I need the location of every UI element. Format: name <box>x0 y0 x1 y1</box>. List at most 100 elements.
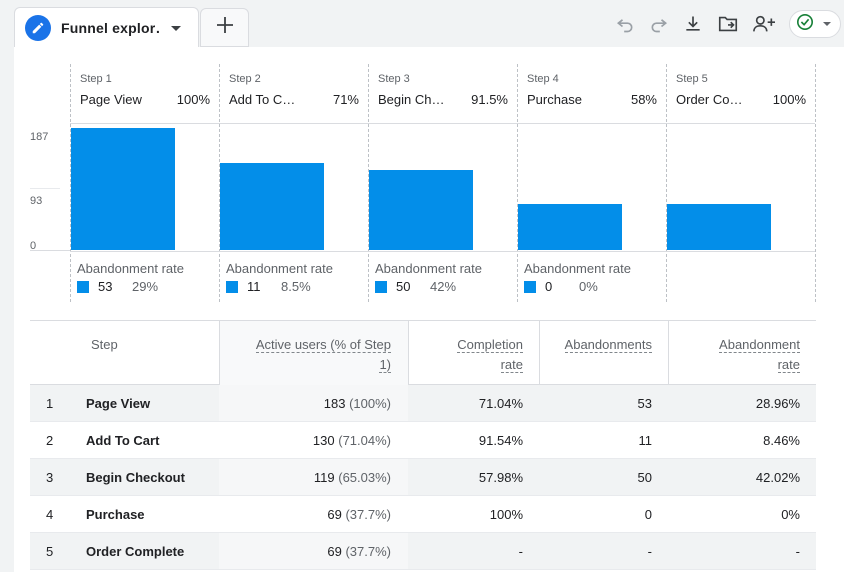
step-percent: 58% <box>630 92 657 107</box>
abandonment-rate: 0% <box>579 279 598 294</box>
abandonment-swatch <box>77 281 89 293</box>
active-users-cell <box>219 533 408 569</box>
abandonment-count: 11 <box>247 279 261 294</box>
download-icon[interactable] <box>681 12 705 36</box>
funnel-bar[interactable] <box>369 170 473 250</box>
abandonment-summary: Abandonment rate 50 42% <box>368 251 517 302</box>
row-step-name: Page View <box>86 396 151 411</box>
row-index: 4 <box>46 507 54 522</box>
step-header: Step 3 Begin Ch… 91.5% <box>368 64 517 124</box>
redo-icon[interactable] <box>647 12 671 36</box>
abandonment-count: 50 <box>396 279 411 294</box>
column-divider <box>517 64 518 302</box>
check-circle-icon <box>796 13 814 36</box>
active-users-cell <box>219 459 408 495</box>
step-number: Step 5 <box>676 73 708 85</box>
add-user-icon[interactable] <box>752 12 776 36</box>
exploration-tab[interactable]: Funnel explor… <box>14 7 199 48</box>
abandonment-swatch <box>375 281 387 293</box>
abandonments-value: 50 <box>637 470 652 485</box>
abandonment-count: 0 <box>545 279 553 294</box>
table-row[interactable]: 4 Purchase 69 (37.7%) 100% 0 0% <box>30 496 816 533</box>
y-tick-label: 187 <box>30 131 49 143</box>
edit-pencil-icon[interactable] <box>25 15 51 41</box>
step-name: Purchase <box>527 92 582 107</box>
table-row[interactable]: 2 Add To Cart 130 (71.04%) 91.54% 11 8.46% <box>30 422 816 459</box>
abandonment-rate: 29% <box>132 279 159 294</box>
row-index: 3 <box>46 470 54 485</box>
funnel-bar[interactable] <box>518 204 622 250</box>
abandonment-rate: 42% <box>430 279 457 294</box>
table-row[interactable]: 3 Begin Checkout 119 (65.03%) 57.98% 50 42.02… <box>30 459 816 496</box>
row-index: 1 <box>46 396 54 411</box>
table-row[interactable]: 5 Order Complete 69 (37.7%) - - - <box>30 533 816 570</box>
row-index: 2 <box>46 433 54 448</box>
active-users-value: 69 (37.7%) <box>327 544 391 559</box>
step-header: Step 1 Page View 100% <box>70 64 219 124</box>
abandonment-rate-value: 8.46% <box>763 433 800 448</box>
step-number: Step 2 <box>229 73 261 85</box>
header-completion-rate[interactable]: Completion rate <box>408 321 539 385</box>
step-name: Begin Ch… <box>378 92 445 107</box>
y-tick-label: 93 <box>30 195 43 207</box>
abandonment-label: Abandonment rate <box>77 261 184 276</box>
active-users-value: 69 (37.7%) <box>327 507 391 522</box>
tab-title: Funnel explor… <box>61 20 161 36</box>
completion-rate-value: 91.54% <box>478 433 523 448</box>
header-abandonments[interactable]: Abandonments <box>539 321 668 385</box>
status-menu-button[interactable] <box>789 10 841 38</box>
funnel-bar[interactable] <box>220 163 324 250</box>
step-name: Add To C… <box>229 92 296 107</box>
step-header: Step 4 Purchase 58% <box>517 64 666 124</box>
add-tab-button[interactable] <box>200 8 249 47</box>
column-divider <box>70 64 71 302</box>
plus-icon <box>216 16 234 39</box>
abandonment-summary: Abandonment rate 53 29% <box>70 251 219 302</box>
header-step[interactable]: Step <box>91 337 118 352</box>
abandonment-rate: 8.5% <box>281 279 311 294</box>
funnel-step-column[interactable]: Step 4 Purchase 58% Abandonment rate 0 0% <box>517 64 666 302</box>
completion-rate-value: 57.98% <box>478 470 523 485</box>
undo-icon[interactable] <box>613 12 637 36</box>
funnel-chart: 187 93 0 Step 1 Page View 100% Abandonment … <box>30 64 816 302</box>
abandonment-rate-value: 42.02% <box>755 470 800 485</box>
column-divider <box>368 64 369 302</box>
abandonment-rate-value: 28.96% <box>755 396 800 411</box>
abandonment-summary <box>666 251 815 302</box>
funnel-bar[interactable] <box>667 204 771 250</box>
abandonment-summary: Abandonment rate 0 0% <box>517 251 666 302</box>
table-header: Step Active users (% of Step 1) Completi… <box>30 320 816 385</box>
step-name: Page View <box>80 92 142 107</box>
abandonment-rate-value: 0% <box>781 507 800 522</box>
y-tick-label: 0 <box>30 240 37 252</box>
header-abandonment-rate[interactable]: Abandonment rate <box>668 321 816 385</box>
y-gridline <box>30 188 60 189</box>
row-step-name: Order Complete <box>86 544 185 559</box>
funnel-step-column[interactable]: Step 5 Order Co… 100% <box>666 64 815 302</box>
share-folder-icon[interactable] <box>716 12 740 36</box>
active-users-cell <box>219 422 408 458</box>
abandonment-rate-value: - <box>795 544 800 559</box>
header-active-users[interactable]: Active users (% of Step 1) <box>219 321 408 385</box>
row-step-name: Purchase <box>86 507 145 522</box>
step-name: Order Co… <box>676 92 743 107</box>
abandonment-summary: Abandonment rate 11 8.5% <box>219 251 368 302</box>
active-users-value: 183 (100%) <box>323 396 391 411</box>
y-baseline <box>30 250 70 251</box>
abandonment-label: Abandonment rate <box>524 261 631 276</box>
funnel-step-column[interactable]: Step 1 Page View 100% Abandonment rate 53 29% <box>70 64 219 302</box>
step-number: Step 3 <box>378 73 410 85</box>
tab-menu-caret-icon[interactable] <box>171 25 181 31</box>
step-number: Step 4 <box>527 73 559 85</box>
active-users-value: 119 (65.03%) <box>313 470 391 485</box>
table-row[interactable]: 1 Page View 183 (100%) 71.04% 53 28.96% <box>30 385 816 422</box>
abandonments-value: - <box>647 544 652 559</box>
step-percent: 71% <box>332 92 359 107</box>
completion-rate-value: 71.04% <box>478 396 523 411</box>
abandonment-swatch <box>524 281 536 293</box>
funnel-table: Step Active users (% of Step 1) Completi… <box>30 320 816 570</box>
funnel-step-column[interactable]: Step 3 Begin Ch… 91.5% Abandonment rate 50 42… <box>368 64 517 302</box>
funnel-step-column[interactable]: Step 2 Add To C… 71% Abandonment rate 11 8.5% <box>219 64 368 302</box>
funnel-bar[interactable] <box>71 128 175 250</box>
active-users-value: 130 (71.04%) <box>312 433 391 448</box>
